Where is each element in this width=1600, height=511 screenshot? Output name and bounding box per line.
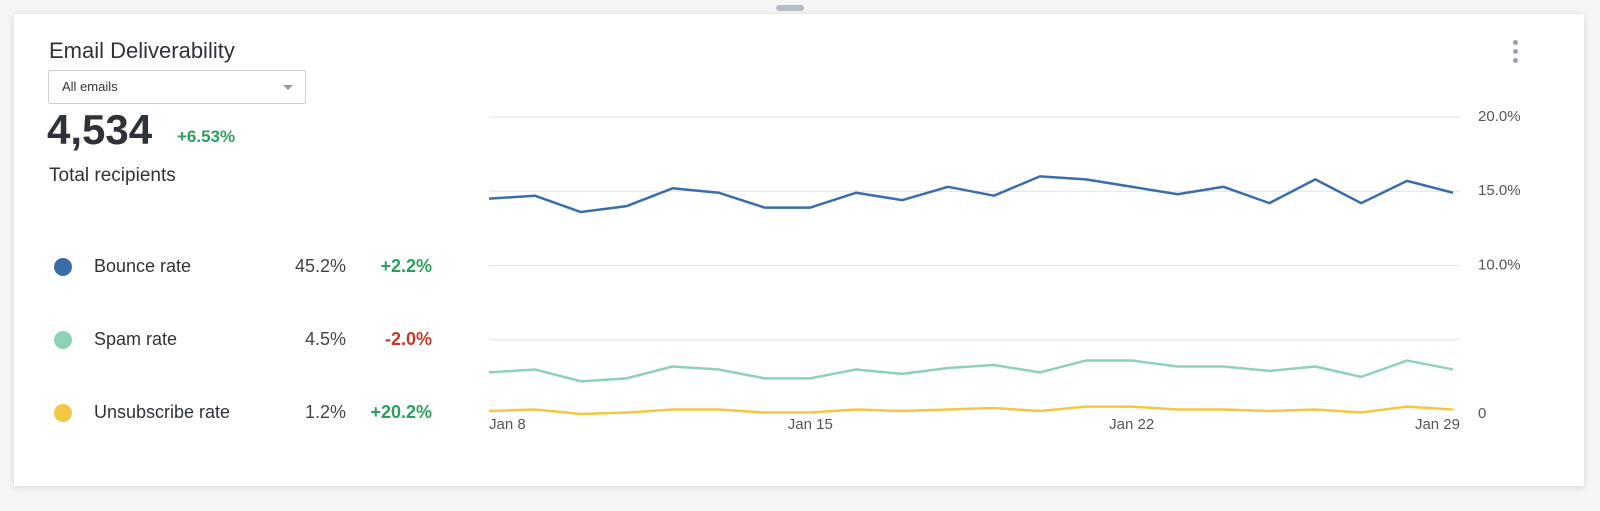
dropdown-label: All emails bbox=[62, 79, 118, 94]
x-tick-label: Jan 8 bbox=[489, 416, 526, 433]
card bbox=[14, 14, 1584, 486]
x-tick-label: Jan 15 bbox=[788, 416, 833, 433]
series-line bbox=[488, 405, 1454, 416]
kebab-menu[interactable] bbox=[1512, 40, 1520, 66]
legend-rate: 45.2% bbox=[294, 256, 346, 276]
card-title: Email Deliverability bbox=[49, 38, 235, 63]
dropdown-arrow bbox=[283, 85, 293, 90]
y-tick-label: 10.0% bbox=[1478, 256, 1521, 273]
x-tick-label: Jan 22 bbox=[1109, 416, 1154, 433]
series-line bbox=[488, 175, 1454, 214]
drag-handle[interactable] bbox=[776, 5, 804, 11]
legend-change: -2.0% bbox=[384, 329, 432, 349]
total-label: Total recipients bbox=[49, 165, 176, 186]
legend-dot[interactable] bbox=[54, 258, 72, 276]
total-change: +6.53% bbox=[177, 127, 236, 146]
legend-dot[interactable] bbox=[54, 404, 72, 422]
legend-name: Bounce rate bbox=[94, 256, 192, 276]
dot bbox=[1513, 58, 1518, 63]
dot bbox=[1513, 49, 1518, 54]
y-tick-label: 0 bbox=[1478, 405, 1486, 422]
dot bbox=[1513, 40, 1518, 45]
total-value: 4,534 bbox=[47, 106, 153, 153]
legend-change: +20.2% bbox=[370, 402, 432, 422]
legend-change: +2.2% bbox=[380, 256, 432, 276]
legend-dot[interactable] bbox=[54, 331, 72, 349]
y-tick-label: 20.0% bbox=[1478, 108, 1521, 125]
legend-rate: 4.5% bbox=[304, 329, 346, 349]
legend-rate: 1.2% bbox=[304, 402, 346, 422]
y-tick-label: 15.0% bbox=[1478, 182, 1521, 199]
series-line bbox=[488, 359, 1454, 383]
legend-name: Spam rate bbox=[94, 329, 178, 349]
legend-name: Unsubscribe rate bbox=[94, 402, 231, 422]
filter-dropdown[interactable]: All emails bbox=[48, 70, 306, 104]
x-tick-label: Jan 29 bbox=[1415, 416, 1460, 433]
